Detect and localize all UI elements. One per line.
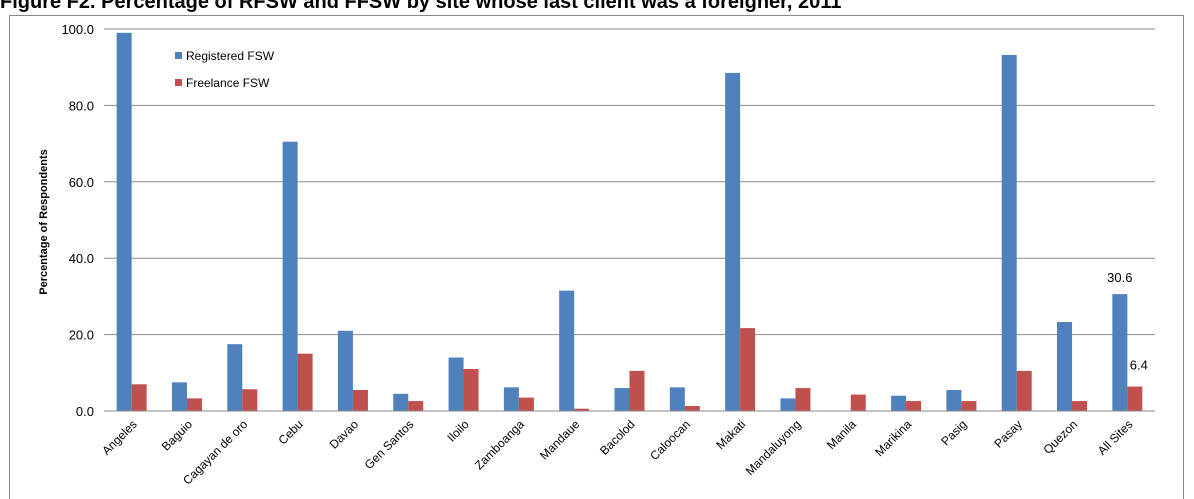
- bar-freelance: [242, 389, 258, 411]
- bar-freelance: [574, 408, 590, 411]
- bar-freelance: [186, 398, 202, 411]
- bar-freelance: [1127, 386, 1143, 411]
- y-tick-label: 40.0: [69, 251, 94, 266]
- category-label: Davao: [327, 417, 362, 452]
- data-label: 30.6: [1107, 270, 1132, 285]
- bar-registered: [282, 141, 298, 411]
- category-label: Cebu: [276, 417, 306, 447]
- chart-title: Figure F2. Percentage of RFSW and FFSW b…: [0, 0, 842, 13]
- category-label: Makati: [713, 417, 748, 452]
- bar-freelance: [684, 406, 700, 411]
- category-label: Caloocan: [647, 417, 693, 463]
- legend: Registered FSW Freelance FSW: [175, 49, 275, 90]
- bar-registered: [116, 32, 132, 411]
- bars: [116, 32, 1143, 412]
- bar-registered: [171, 382, 187, 411]
- category-label: Baguio: [159, 417, 196, 454]
- category-label: Iloilo: [444, 417, 472, 445]
- category-label: Pasay: [991, 417, 1024, 450]
- data-label: 6.4: [1130, 358, 1148, 373]
- legend-swatch: [175, 52, 182, 59]
- y-axis-label: Percentage of Respondents: [38, 149, 50, 294]
- category-label: Gen Santos: [362, 417, 417, 472]
- category-label: Marikina: [872, 417, 914, 459]
- bar-registered: [1001, 54, 1017, 411]
- bar-registered: [1057, 321, 1073, 411]
- category-label: Mandaluyong: [743, 417, 804, 478]
- bar-registered: [1112, 294, 1128, 411]
- bar-registered: [559, 290, 575, 411]
- bar-freelance: [1016, 370, 1032, 411]
- bar-freelance: [795, 388, 811, 411]
- category-label: Zamboanga: [472, 417, 527, 472]
- category-label: Mandaue: [537, 417, 583, 463]
- category-label: Pasig: [938, 417, 969, 448]
- category-label: Bacolod: [597, 417, 638, 458]
- bar-freelance: [297, 353, 313, 411]
- bar-freelance: [131, 384, 147, 411]
- legend-label: Freelance FSW: [186, 76, 270, 90]
- bar-freelance: [906, 401, 922, 411]
- gridlines: [104, 28, 1155, 336]
- bar-freelance: [961, 401, 977, 411]
- bar-freelance: [1072, 401, 1088, 411]
- bar-registered: [393, 393, 409, 411]
- bar-freelance: [629, 370, 645, 411]
- category-label: Angeles: [99, 417, 140, 458]
- y-axis-ticks: 0.0 20.0 40.0 60.0 80.0 100.0: [61, 22, 94, 419]
- legend-label: Registered FSW: [186, 49, 275, 63]
- bar-registered: [946, 389, 962, 411]
- category-label: All Sites: [1095, 417, 1136, 458]
- bar-registered: [614, 388, 630, 411]
- bar-freelance: [463, 368, 479, 411]
- bar-registered: [448, 357, 464, 411]
- bar-registered: [891, 395, 907, 411]
- category-label: Manila: [824, 417, 859, 452]
- y-tick-label: 20.0: [69, 328, 94, 343]
- bar-registered: [227, 344, 243, 411]
- bar-freelance: [850, 394, 866, 411]
- chart-frame: [9, 15, 1184, 499]
- bar-registered: [503, 387, 519, 411]
- bar-freelance: [518, 397, 534, 411]
- y-tick-label: 60.0: [69, 175, 94, 190]
- bar-registered: [337, 330, 353, 411]
- y-tick-label: 0.0: [76, 404, 94, 419]
- data-labels: 30.6 6.4: [1107, 270, 1148, 372]
- bar-freelance: [352, 389, 368, 411]
- legend-swatch: [175, 79, 182, 86]
- y-tick-label: 100.0: [61, 22, 94, 37]
- bar-registered: [780, 398, 796, 411]
- category-label: Quezon: [1041, 417, 1081, 457]
- bar-freelance: [408, 401, 424, 411]
- y-tick-label: 80.0: [69, 98, 94, 113]
- bar-registered: [669, 387, 685, 411]
- bar-freelance: [740, 328, 756, 411]
- bar-registered: [725, 72, 741, 412]
